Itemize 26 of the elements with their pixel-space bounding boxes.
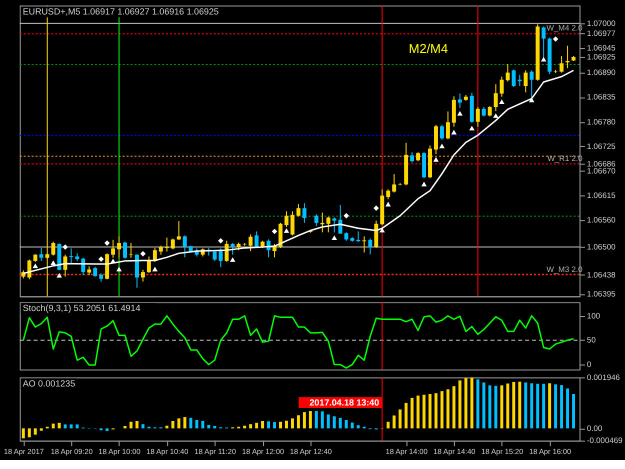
y-tick-label: 1.06780 (586, 117, 616, 126)
chart-title: EURUSD+,M5 1.06917 1.06927 1.06916 1.06925 (22, 6, 219, 16)
y-tick-label: 1.06438 (586, 270, 616, 280)
chart-title: AO 0.001235 (22, 378, 76, 388)
y-tick-label: 1.06560 (586, 216, 616, 225)
y-tick-label: 0 (586, 360, 592, 370)
y-tick-label: 1.06615 (586, 191, 616, 200)
y-tick-label: 100 (586, 311, 601, 320)
y-tick-label: 1.06395 (586, 289, 616, 298)
annotation: M2/M4 (408, 40, 448, 56)
y-tick-label: 1.06500 (586, 242, 616, 252)
y-tick-label: 1.06925 (586, 52, 616, 62)
y-tick-label: 50 (586, 336, 596, 345)
y-tick-label: 1.06835 (586, 92, 616, 102)
y-tick-label: 1.06670 (586, 166, 616, 176)
y-tick-label: -0.000469 (586, 436, 624, 446)
y-tick-label: 0.00 (586, 424, 603, 433)
y-tick-label: 1.06977 (586, 29, 616, 38)
y-tick-label: 1.06725 (586, 142, 616, 151)
y-tick-label: 1.06945 (586, 43, 616, 52)
y-tick-label: 1.06686 (586, 159, 616, 168)
y-tick-label: 1.07000 (586, 18, 616, 28)
y-tick-label: 1.06890 (586, 68, 616, 78)
y-tick-label: 0.001946 (586, 372, 621, 382)
chart-title: Stoch(9,3,1) 53.2051 61.4914 (22, 303, 140, 314)
ref-line-label: 2017.04.18 13:40 (309, 398, 380, 408)
